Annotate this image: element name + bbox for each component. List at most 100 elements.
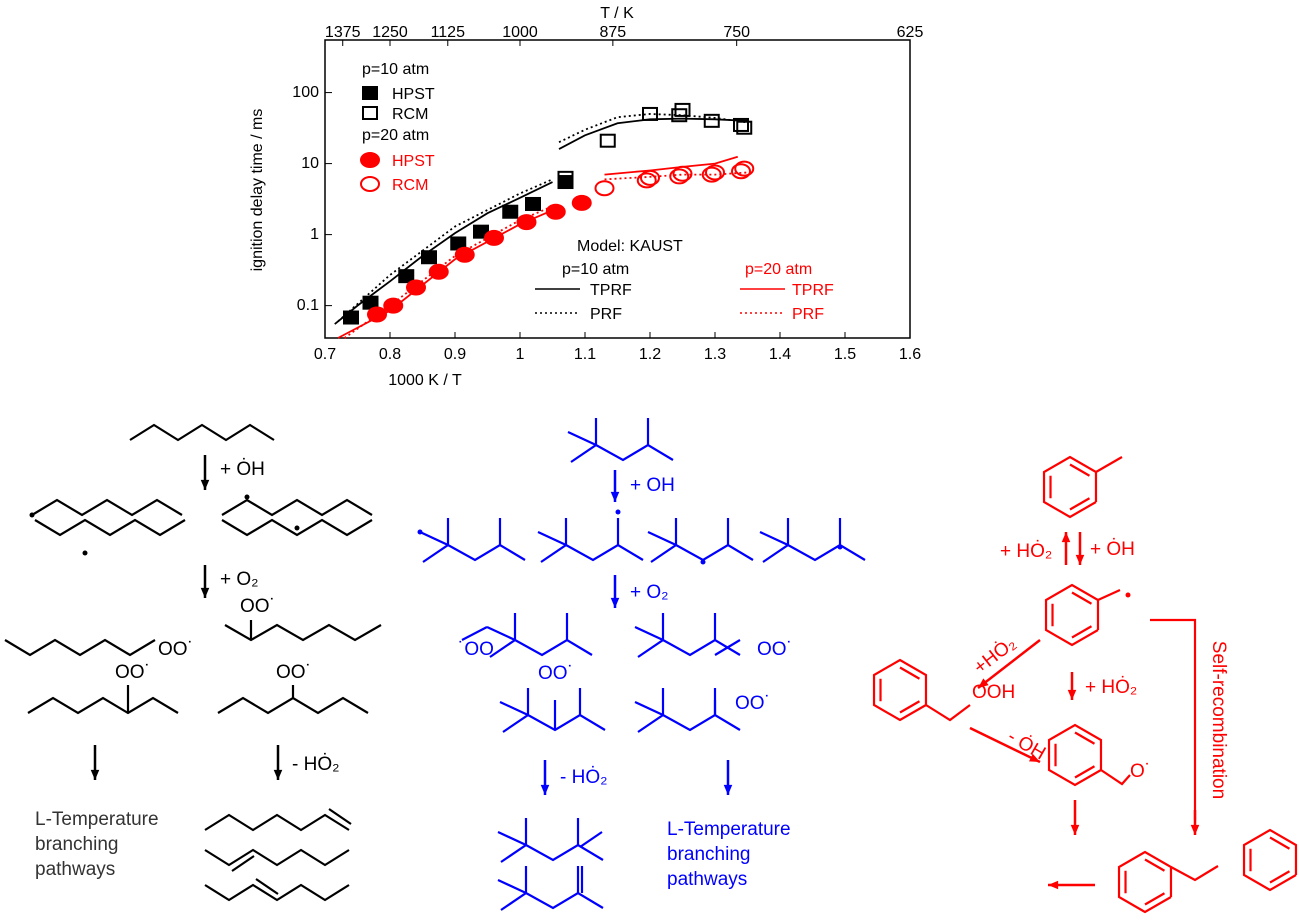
data-point — [733, 117, 749, 132]
reaction-label: + ȮH — [220, 458, 265, 480]
legend-label: PRF — [590, 306, 622, 323]
x2-tick-label: 750 — [723, 24, 750, 41]
y-tick-label: 10 — [301, 155, 319, 172]
radical-dot — [82, 550, 88, 556]
reaction-label: + O₂ — [630, 582, 669, 603]
x2-tick-label: 875 — [600, 24, 627, 41]
skeleton — [634, 701, 741, 732]
skeleton — [497, 879, 604, 910]
bond — [1170, 865, 1219, 882]
model-line — [337, 113, 748, 323]
legend-label: RCM — [392, 106, 428, 123]
outcome-label: L-Temperature — [667, 819, 791, 840]
bond — [231, 855, 255, 872]
branch — [540, 518, 568, 563]
y-tick-label: 1 — [310, 226, 319, 243]
reaction-label: +HȮ₂ — [969, 632, 1020, 678]
chain — [217, 696, 369, 715]
model-line — [337, 155, 739, 339]
skeleton — [634, 626, 741, 657]
branch — [650, 518, 678, 563]
group-label: O˙ — [1130, 761, 1151, 782]
legend-marker — [360, 176, 380, 192]
radical-dot — [615, 509, 621, 515]
skeleton — [497, 831, 604, 862]
data-point — [502, 204, 519, 219]
x-tick-label: 1.4 — [769, 346, 791, 363]
ring-bond — [1144, 892, 1166, 906]
arrow-head — [90, 769, 100, 780]
bond — [328, 808, 352, 825]
arrow-head — [1061, 532, 1071, 543]
ring-bond — [1071, 591, 1093, 605]
data-point — [599, 133, 616, 148]
ring — [1044, 583, 1100, 647]
branch — [500, 866, 528, 911]
bond — [255, 878, 279, 895]
reaction-label: + HȮ₂ — [1085, 676, 1137, 698]
legend-marker — [360, 152, 380, 168]
chain — [221, 498, 373, 517]
x2-tick-label: 1125 — [431, 24, 466, 41]
y-tick-label: 100 — [292, 84, 319, 101]
ring — [1242, 828, 1298, 892]
ring-bond — [1074, 765, 1096, 779]
ring — [872, 658, 928, 722]
bond — [925, 704, 971, 722]
data-point — [734, 160, 755, 177]
group-label: OO˙ — [158, 639, 194, 660]
group-label: OO˙ — [757, 639, 793, 660]
outcome-label: branching — [35, 834, 118, 855]
radical-dot — [700, 559, 706, 565]
x-tick-label: 1.2 — [639, 346, 661, 363]
skeleton — [419, 531, 526, 562]
legend-label: PRF — [792, 306, 824, 323]
model-line — [343, 171, 748, 339]
chain — [204, 883, 350, 902]
legend-title: p=10 atm — [562, 261, 629, 278]
skeleton — [759, 531, 866, 562]
data-point — [571, 194, 592, 211]
outcome-label: L-Temperature — [35, 809, 159, 830]
legend-label: HPST — [392, 86, 435, 103]
ring-bond — [1071, 625, 1093, 639]
data-point — [545, 203, 566, 220]
x-tick-label: 0.7 — [314, 346, 336, 363]
arrow-head — [540, 784, 550, 795]
arrow-head — [723, 784, 733, 795]
branch — [422, 518, 450, 563]
data-point — [669, 168, 690, 185]
ring-bond — [1144, 858, 1166, 872]
radical-dot — [837, 544, 843, 550]
outcome-label: pathways — [35, 859, 115, 880]
chain — [221, 518, 373, 537]
skeleton — [537, 531, 644, 562]
data-point — [703, 113, 720, 128]
x-tick-label: 0.9 — [444, 346, 466, 363]
reaction-label: + OH — [630, 475, 675, 496]
branch — [637, 613, 665, 658]
outcome-label: branching — [667, 844, 750, 865]
arrow-head — [200, 587, 210, 598]
chain — [27, 696, 179, 715]
arrow-head — [978, 678, 989, 688]
radical-dot — [417, 529, 423, 535]
legend-label: HPST — [392, 153, 435, 170]
chain — [204, 848, 350, 867]
branch — [762, 518, 790, 563]
arrow-head — [610, 597, 620, 608]
radical-dot — [294, 525, 300, 531]
bond — [579, 831, 603, 848]
x-axis-label: 1000 K / T — [388, 372, 462, 389]
x2-tick-label: 625 — [897, 24, 924, 41]
legend-marker — [362, 86, 378, 100]
bond — [1097, 588, 1121, 602]
arrow-head — [200, 479, 210, 490]
arrow-head — [610, 491, 620, 502]
data-point — [636, 172, 657, 189]
data-point — [705, 164, 725, 181]
y-tick-label: 0.1 — [297, 297, 319, 314]
outcome-label: pathways — [667, 869, 747, 890]
group-label: OO˙ — [276, 662, 312, 683]
